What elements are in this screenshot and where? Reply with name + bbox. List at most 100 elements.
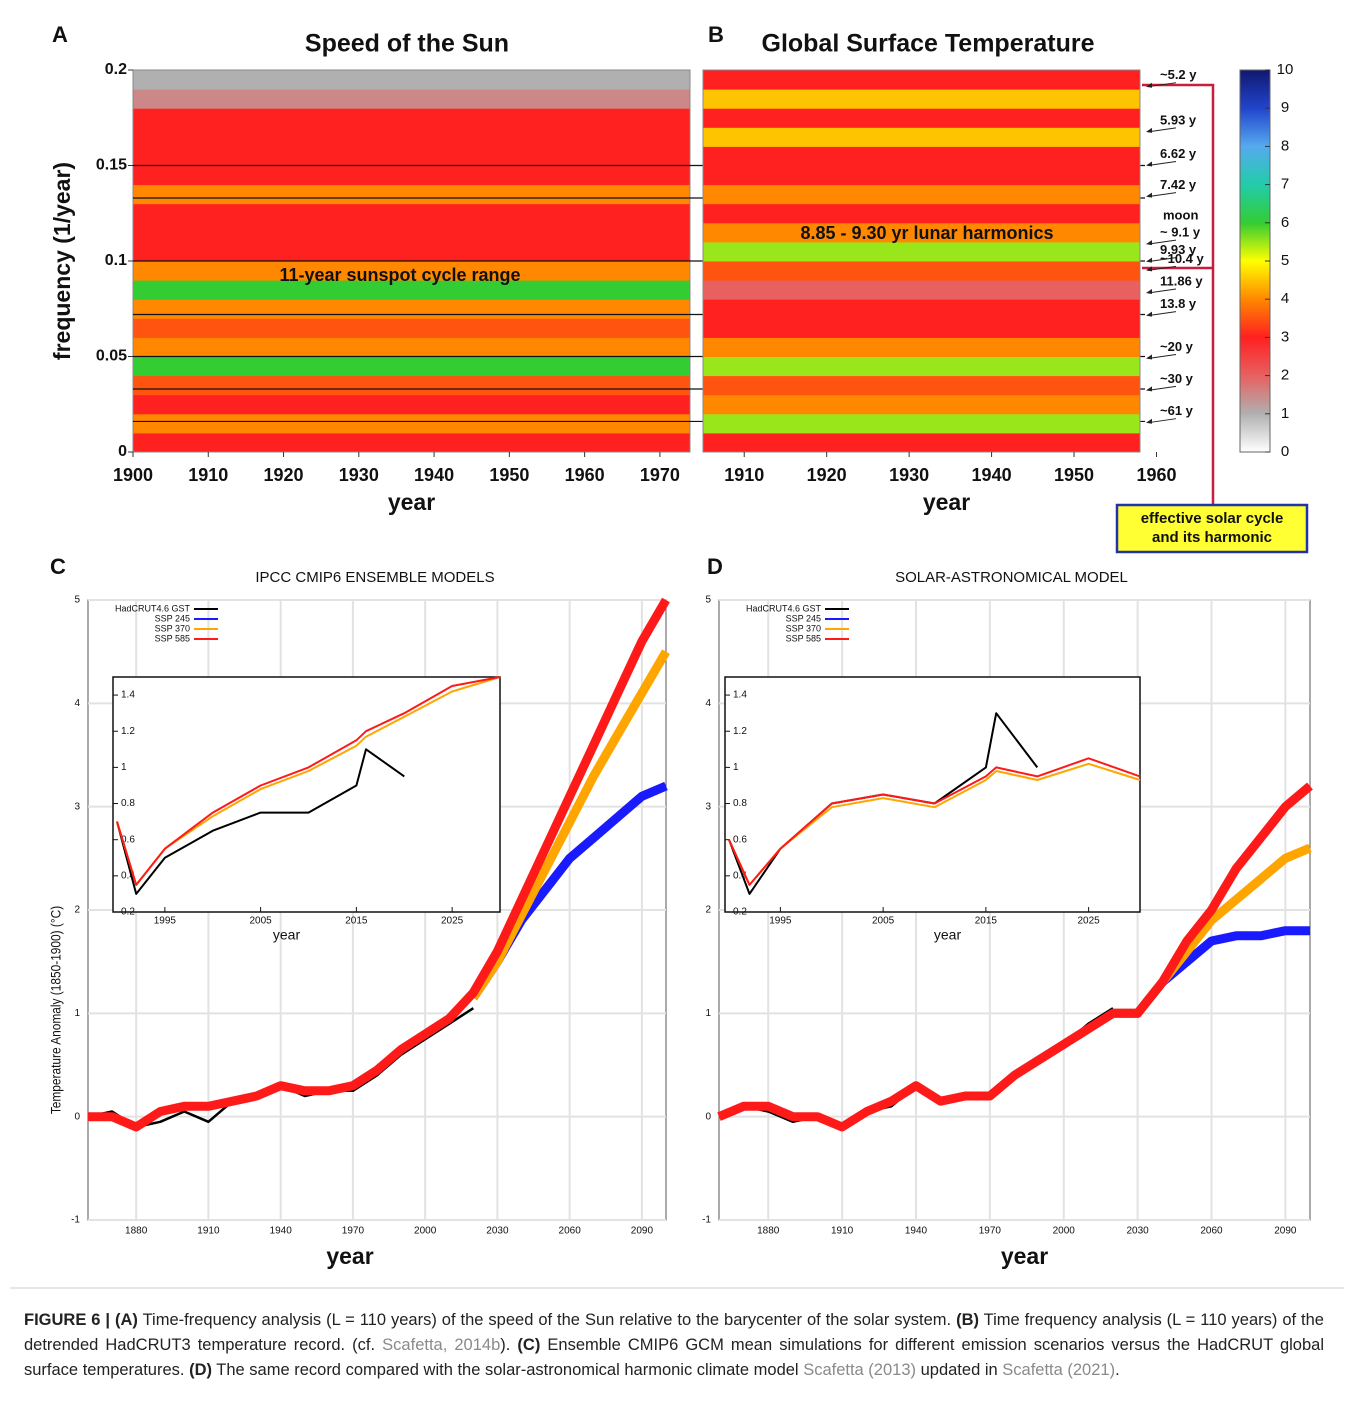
heatmap-row — [133, 280, 690, 300]
caption-link[interactable]: Scafetta, 2014b — [382, 1336, 501, 1354]
y-tick-label: 0 — [74, 1111, 80, 1122]
x-tick-label: 2060 — [559, 1226, 582, 1237]
x-tick-label: 1910 — [197, 1226, 220, 1237]
period-arrow — [1147, 257, 1177, 263]
period-arrow — [1147, 192, 1177, 198]
inset-y-tick-label: 1.2 — [121, 726, 135, 737]
legend-label: SSP 585 — [155, 633, 190, 643]
x-tick-label: 1930 — [889, 465, 929, 485]
colorbar-tick-label: 0 — [1281, 443, 1289, 460]
period-label: ~10.4 y — [1160, 251, 1205, 266]
legend-label: SSP 585 — [786, 633, 821, 643]
period-arrowhead — [1146, 288, 1152, 294]
caption-plain: The same record compared with the solar-… — [211, 1361, 804, 1379]
chart-title: Global Surface Temperature — [762, 30, 1095, 58]
x-tick-label: 1960 — [1136, 465, 1176, 485]
panel-label: C — [50, 554, 66, 579]
period-arrow — [1147, 288, 1177, 294]
x-tick-label: 2030 — [486, 1226, 509, 1237]
heatmap-row — [703, 413, 1140, 434]
heatmap-row — [703, 70, 1140, 90]
period-label: ~ 9.1 y — [1160, 225, 1201, 240]
caption-bold: FIGURE 6 | (A) — [24, 1311, 138, 1329]
x-axis-label: year — [923, 489, 970, 515]
heatmap-row — [703, 165, 1140, 186]
colorbar-tick-label: 9 — [1281, 99, 1289, 116]
period-arrow — [1147, 385, 1177, 391]
caption-bold: (B) — [956, 1311, 979, 1329]
caption: FIGURE 6 | (A) Time-frequency analysis (… — [24, 1308, 1324, 1383]
period-arrowhead — [1146, 192, 1152, 198]
chart-title: Speed of the Sun — [305, 30, 509, 58]
heatmap-row — [133, 337, 690, 357]
period-arrow — [1147, 265, 1177, 271]
caption-plain: Time frequency analysis (L = 110 years) … — [24, 1311, 1324, 1354]
x-tick-label: 1960 — [565, 465, 605, 485]
inset-y-tick-label: 0.8 — [733, 798, 747, 809]
period-label: 13.8 y — [1160, 296, 1197, 311]
x-axis-label: year — [388, 489, 435, 515]
inset-y-tick-label: 1 — [121, 762, 127, 773]
heatmap-row — [133, 203, 690, 224]
inset-x-tick-label: 2025 — [441, 916, 464, 927]
y-tick-label: -1 — [702, 1215, 711, 1226]
heatmap-row — [703, 222, 1140, 243]
inset-y-tick-label: 0.4 — [733, 870, 747, 881]
x-axis-label: year — [326, 1243, 373, 1269]
inset-y-tick-label: 0.2 — [733, 907, 747, 918]
heatmap-row — [133, 394, 690, 415]
x-tick-label: 1970 — [979, 1226, 1002, 1237]
y-tick-label: 1 — [705, 1008, 711, 1019]
x-tick-label: 1910 — [724, 465, 764, 485]
heatmap-row — [703, 356, 1140, 377]
inset-y-tick-label: 0.6 — [121, 834, 135, 845]
x-tick-label: 2090 — [1274, 1226, 1297, 1237]
x-tick-label: 1900 — [113, 465, 153, 485]
heatmap-row — [703, 203, 1140, 224]
caption-plain: . — [1115, 1361, 1120, 1379]
x-tick-label: 1970 — [342, 1226, 365, 1237]
period-arrowhead — [1146, 311, 1152, 317]
y-tick-label: 4 — [74, 698, 80, 709]
period-label: 5.93 y — [1160, 112, 1197, 127]
heatmap-row — [703, 280, 1140, 300]
y-tick-label: -1 — [71, 1215, 80, 1226]
y-axis-label: frequency (1/year) — [49, 162, 75, 360]
colorbar-tick-label: 10 — [1277, 61, 1294, 78]
inset-x-tick-label: 2015 — [975, 916, 998, 927]
annotation: 8.85 - 9.30 yr lunar harmonics — [800, 223, 1053, 243]
x-tick-label: 1880 — [125, 1226, 148, 1237]
period-label: ~5.2 y — [1160, 67, 1197, 82]
y-tick-label: 2 — [74, 905, 80, 916]
x-tick-label: 1930 — [339, 465, 379, 485]
series-line — [88, 597, 670, 1132]
colorbar-tick-label: 2 — [1281, 367, 1289, 384]
heatmap-row — [703, 127, 1140, 147]
period-label: ~20 y — [1160, 339, 1194, 354]
heatmap-row — [133, 165, 690, 186]
heatmap-row — [703, 261, 1140, 281]
caption-link[interactable]: Scafetta (2021) — [1002, 1361, 1116, 1379]
y-tick-label: 0 — [705, 1111, 711, 1122]
period-arrowhead — [1146, 161, 1152, 167]
inset-y-tick-label: 0.6 — [733, 834, 747, 845]
heatmap-row — [703, 299, 1140, 319]
period-label: ~30 y — [1160, 371, 1194, 386]
colorbar-tick-label: 3 — [1281, 328, 1289, 345]
colorbar-tick-label: 7 — [1281, 176, 1289, 193]
inset-y-tick-label: 0.8 — [121, 798, 135, 809]
heatmap-row — [133, 356, 690, 377]
period-arrowhead — [1146, 257, 1152, 263]
period-arrowhead — [1146, 418, 1152, 424]
inset-y-tick-label: 1.4 — [121, 690, 135, 701]
period-label: ~61 y — [1160, 403, 1194, 418]
period-arrow — [1147, 239, 1177, 245]
heatmap-row — [703, 375, 1140, 396]
caption-link[interactable]: Scafetta (2013) — [803, 1361, 917, 1379]
period-label: 7.42 y — [1160, 177, 1197, 192]
heatmap-row — [133, 413, 690, 434]
legend-label: SSP 245 — [155, 613, 190, 623]
x-tick-label: 2030 — [1127, 1226, 1150, 1237]
colorbar-tick-label: 5 — [1281, 252, 1289, 269]
heatmap-row — [703, 318, 1140, 338]
